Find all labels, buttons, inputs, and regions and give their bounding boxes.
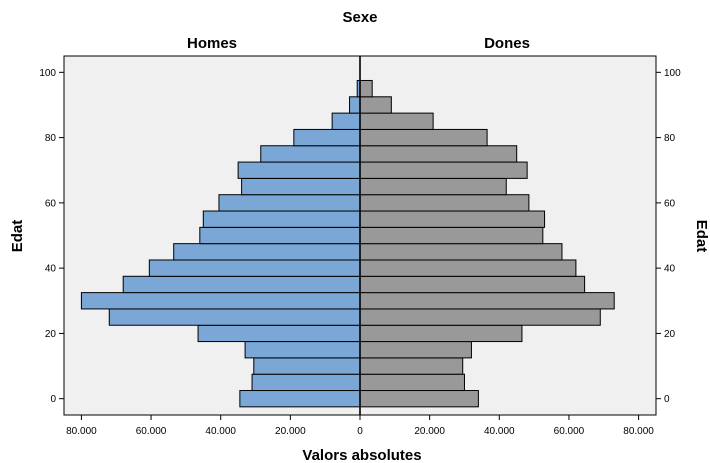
bar-dones-40 [359,259,577,277]
y-tick-label-right: 80 [664,133,676,144]
bar-dones-55 [359,210,546,228]
bar-dones-75 [359,145,518,163]
y-tick-label-left: 40 [45,264,57,275]
chart-title: Sexe [342,9,377,26]
bar-homes-15 [244,341,361,359]
bar-homes-70 [237,161,361,179]
bar-homes-5 [251,373,361,392]
bar-dones-20 [359,324,523,343]
bar-dones-15 [359,341,472,359]
y-tick-label-left: 100 [39,68,56,79]
bar-homes-35 [122,275,361,294]
bar-dones-60 [359,194,530,212]
bar-homes-90 [349,96,361,114]
y-tick-label-left: 0 [50,394,56,405]
bar-homes-0 [239,390,361,408]
bar-dones-0 [359,390,479,408]
y-tick-label-left: 60 [45,198,57,209]
legend-dones: Dones [484,35,530,52]
x-tick-label: 60.000 [136,426,167,437]
y-tick-label-left: 20 [45,329,57,340]
bar-dones-65 [359,177,507,196]
plot-frame [63,55,657,416]
bar-homes-80 [293,128,361,147]
bar-dones-95 [359,79,373,98]
bar-homes-85 [331,112,361,130]
y-axis-title-right: Edat [693,220,710,253]
x-tick-label: 0 [357,426,363,437]
bar-dones-90 [359,96,392,114]
bar-homes-60 [218,194,361,212]
bar-homes-55 [202,210,361,228]
bar-homes-50 [199,226,361,245]
bar-dones-80 [359,128,488,147]
bar-dones-35 [359,275,586,294]
x-tick-label: 20.000 [414,426,445,437]
x-tick-label: 20.000 [275,426,306,437]
x-tick-label: 40.000 [484,426,515,437]
y-axis-title-left: Edat [9,220,26,253]
x-tick-label: 80.000 [623,426,654,437]
bar-dones-30 [359,292,615,310]
x-tick-label: 80.000 [66,426,97,437]
y-tick-label-right: 0 [664,394,670,405]
bar-dones-45 [359,243,563,261]
bar-homes-40 [148,259,361,277]
legend-homes: Homes [187,35,237,52]
bar-dones-25 [359,308,601,326]
x-tick-label: 40.000 [205,426,236,437]
y-tick-label-left: 80 [45,133,57,144]
bar-homes-10 [253,357,361,375]
bar-dones-50 [359,226,544,245]
x-tick-label: 60.000 [554,426,585,437]
bar-homes-45 [173,243,361,261]
y-tick-label-right: 40 [664,264,676,275]
bar-homes-75 [260,145,361,163]
bar-homes-25 [108,308,361,326]
y-tick-label-right: 100 [664,68,681,79]
y-tick-label-right: 20 [664,329,676,340]
bar-dones-85 [359,112,434,130]
y-tick-label-right: 60 [664,198,676,209]
x-axis-title: Valors absolutes [302,447,421,463]
bar-dones-5 [359,373,465,392]
bar-dones-10 [359,357,464,375]
bar-homes-20 [197,324,361,343]
bar-homes-30 [80,292,361,310]
bar-dones-70 [359,161,528,179]
bar-homes-65 [241,177,361,196]
